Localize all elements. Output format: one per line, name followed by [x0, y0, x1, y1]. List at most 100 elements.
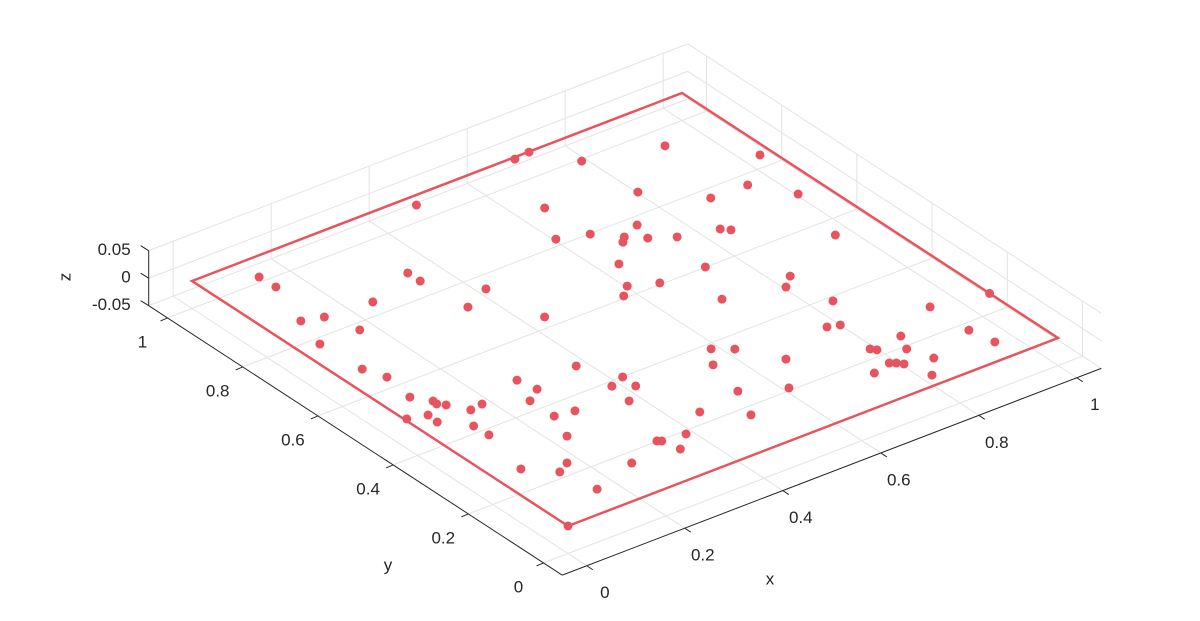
point: [441, 400, 451, 410]
point: [657, 436, 667, 446]
point: [540, 312, 550, 322]
point: [254, 272, 264, 282]
y-tick-label: 0.4: [356, 479, 380, 498]
point: [715, 224, 725, 234]
point: [681, 429, 691, 439]
y-tick: [536, 562, 544, 567]
point: [614, 259, 624, 269]
point: [899, 359, 909, 369]
x-tick: [684, 527, 692, 533]
point: [463, 302, 473, 312]
point: [872, 345, 882, 355]
grid-line: [662, 107, 1078, 379]
point: [402, 414, 412, 424]
point: [319, 312, 329, 322]
point: [632, 220, 642, 230]
point: [726, 225, 736, 235]
grid-line: [368, 220, 784, 491]
z-tick: [140, 300, 149, 307]
x-tick-label: 0.8: [985, 433, 1009, 452]
z-tick-label: 0: [121, 268, 130, 287]
point: [743, 180, 753, 190]
point: [655, 278, 665, 288]
y-tick: [461, 513, 469, 518]
x-tick: [880, 452, 888, 458]
grid-line: [687, 43, 1102, 314]
point: [990, 337, 1000, 347]
y-tick-label: 0: [514, 577, 523, 596]
x-tick-label: 0: [600, 583, 609, 602]
grid-line: [687, 70, 1102, 342]
point: [525, 396, 535, 406]
point: [865, 344, 875, 354]
grid-line: [543, 355, 1083, 564]
point: [549, 411, 559, 421]
point: [469, 421, 479, 431]
point: [746, 410, 756, 420]
x-tick-label: 0.6: [887, 470, 911, 489]
point: [403, 268, 413, 278]
point: [516, 464, 526, 474]
grid-line: [242, 159, 782, 368]
point: [296, 316, 306, 326]
point: [618, 237, 628, 247]
point: [730, 344, 740, 354]
point: [622, 281, 632, 291]
point: [964, 325, 974, 335]
x-tick: [782, 490, 790, 495]
point: [869, 368, 879, 378]
point: [781, 354, 791, 364]
grid-line: [468, 306, 1008, 515]
point: [633, 187, 643, 197]
point: [524, 147, 534, 157]
point: [902, 344, 912, 354]
y-tick-label: 0.8: [206, 381, 230, 400]
point: [927, 370, 937, 380]
point: [592, 484, 602, 494]
point: [368, 297, 378, 307]
point: [733, 386, 743, 396]
grid-line: [148, 70, 688, 279]
point: [985, 288, 995, 298]
point: [562, 431, 572, 441]
point: [793, 189, 803, 199]
point: [481, 284, 491, 294]
boundary-line: [189, 91, 1061, 528]
point: [708, 360, 718, 370]
x-tick: [978, 414, 986, 420]
point: [672, 232, 682, 242]
point: [781, 282, 791, 292]
point: [607, 381, 617, 391]
point: [706, 193, 716, 203]
z-axis-label: z: [55, 273, 74, 282]
point: [411, 200, 421, 210]
point: [466, 405, 476, 415]
point: [571, 361, 581, 371]
point: [512, 375, 522, 385]
x-tick-label: 0.2: [691, 546, 715, 565]
grid-line: [466, 183, 882, 454]
point: [618, 372, 628, 382]
point: [563, 521, 573, 531]
grid-line: [392, 257, 933, 466]
y-tick-label: 0.2: [431, 528, 455, 547]
x-tick-label: 1: [1090, 395, 1099, 414]
y-tick: [310, 415, 319, 420]
point: [822, 322, 832, 332]
point: [415, 276, 425, 286]
point: [585, 229, 595, 239]
point: [355, 325, 365, 335]
point: [929, 353, 939, 363]
point: [706, 344, 716, 354]
point: [675, 444, 685, 454]
point: [357, 364, 367, 374]
point: [540, 203, 550, 213]
point: [570, 406, 580, 416]
point: [717, 294, 727, 304]
point: [828, 296, 838, 306]
grid-line: [317, 208, 858, 417]
point: [925, 302, 935, 312]
point: [627, 458, 637, 468]
grid-line: [687, 98, 1102, 369]
